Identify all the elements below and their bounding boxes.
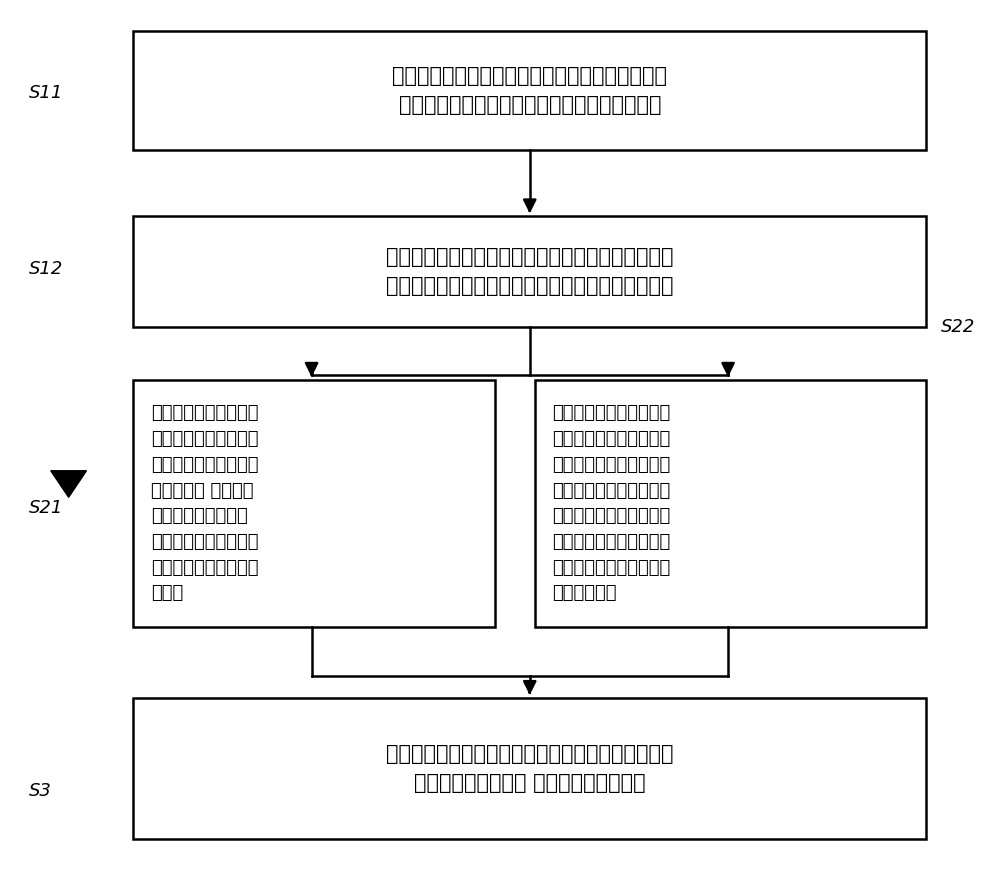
FancyBboxPatch shape	[133, 30, 926, 150]
Text: 各目标挖掘机判断是否
满足自动停机条件；若
满足且先导锁止处于锁
止状态，在 仪表上显
示是否熄火的停机信
息；依据仪表选择指令
控制发动机熄火或保持
运转；: 各目标挖掘机判断是否 满足自动停机条件；若 满足且先导锁止处于锁 止状态，在 仪…	[151, 404, 258, 602]
Text: S22: S22	[941, 318, 976, 335]
FancyBboxPatch shape	[535, 380, 926, 627]
Text: S3: S3	[29, 781, 52, 799]
Text: 各目标挖掘机判断是否满
足自动停机条件；若满足
且先导锁止处于解锁状态
但机群怠速占比大于预设
值时在仪表上显示是否熄
火的停机信息；依据仪表
选择指令控制发动: 各目标挖掘机判断是否满 足自动停机条件；若满足 且先导锁止处于解锁状态 但机群怠…	[553, 404, 671, 602]
Text: S12: S12	[29, 260, 63, 278]
Text: 计算预定时长内该区域内进行该工况作业的挖掘机的
机群怠速占比并将机群怠速占比发送至各目标挖掘机: 计算预定时长内该区域内进行该工况作业的挖掘机的 机群怠速占比并将机群怠速占比发送…	[386, 247, 674, 296]
Text: 目标挖掘机发动机熄火后监测整机先导操作信号，当
检测到先导操作信号 时自动启动发动机。: 目标挖掘机发动机熄火后监测整机先导操作信号，当 检测到先导操作信号 时自动启动发…	[386, 744, 674, 793]
FancyBboxPatch shape	[133, 698, 926, 839]
Text: S21: S21	[29, 499, 63, 516]
Polygon shape	[51, 471, 86, 497]
Text: 采集挖掘机运行数据上传至大数据分析平台；大数
据分析平台确定同区域同工况作业的目标挖掘机: 采集挖掘机运行数据上传至大数据分析平台；大数 据分析平台确定同区域同工况作业的目…	[392, 66, 667, 115]
FancyBboxPatch shape	[133, 380, 495, 627]
FancyBboxPatch shape	[133, 216, 926, 326]
Text: S11: S11	[29, 84, 63, 102]
